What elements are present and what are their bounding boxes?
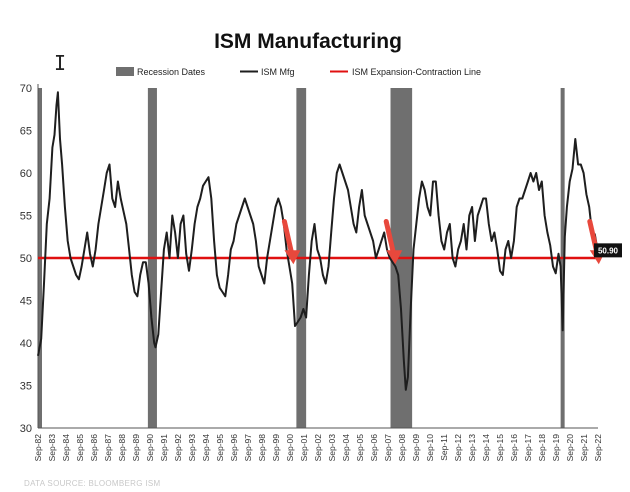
x-tick-label-36: Sep-18 xyxy=(537,434,547,462)
x-tick-label-35: Sep-17 xyxy=(523,434,533,462)
legend-label-recession: Recession Dates xyxy=(137,67,206,77)
chart-legend: Recession Dates ISM Mfg ISM Expansion-Co… xyxy=(116,67,481,77)
y-tick-label-70: 70 xyxy=(20,83,32,95)
x-tick-label-38: Sep-20 xyxy=(565,434,575,462)
x-tick-label-7: Sep-89 xyxy=(131,434,141,462)
chart-axes xyxy=(37,84,598,429)
x-tick-label-0: Sep-82 xyxy=(33,434,43,462)
down-arrow-icon-0 xyxy=(281,218,301,265)
y-tick-label-45: 45 xyxy=(20,296,32,308)
arrow-shaft-1 xyxy=(383,218,396,255)
x-tick-label-5: Sep-87 xyxy=(103,434,113,462)
x-axis-ticks: Sep-82 Sep-83 Sep-84 Sep-85 Sep-86 Sep-87 Sep-… xyxy=(33,434,603,462)
arrow-shaft-0 xyxy=(281,218,294,255)
y-tick-label-60: 60 xyxy=(20,168,32,180)
x-tick-label-3: Sep-85 xyxy=(75,434,85,462)
x-tick-label-20: Sep-02 xyxy=(313,434,323,462)
x-tick-label-26: Sep-08 xyxy=(397,434,407,462)
x-tick-label-2: Sep-84 xyxy=(61,434,71,462)
x-tick-label-1: Sep-83 xyxy=(47,434,57,462)
arrow-head-1 xyxy=(386,250,403,265)
x-tick-label-9: Sep-91 xyxy=(159,434,169,462)
x-tick-label-29: Sep-11 xyxy=(439,434,449,461)
x-tick-label-37: Sep-19 xyxy=(551,434,561,462)
y-tick-label-65: 65 xyxy=(20,126,32,138)
text-cursor-icon: I xyxy=(54,51,66,75)
y-tick-label-40: 40 xyxy=(20,338,32,350)
x-tick-label-17: Sep-99 xyxy=(271,434,281,462)
x-tick-label-30: Sep-12 xyxy=(453,434,463,462)
chart-title: ISM Manufacturing xyxy=(214,30,402,53)
x-tick-label-28: Sep-10 xyxy=(425,434,435,462)
x-tick-label-32: Sep-14 xyxy=(481,434,491,462)
last-value-badge: 50.90 xyxy=(594,243,622,258)
x-tick-label-40: Sep-22 xyxy=(593,434,603,462)
x-tick-label-14: Sep-96 xyxy=(229,434,239,462)
x-tick-label-24: Sep-06 xyxy=(369,434,379,462)
x-tick-label-8: Sep-90 xyxy=(145,434,155,462)
legend-swatch-recession xyxy=(116,67,134,76)
x-tick-label-25: Sep-07 xyxy=(383,434,393,462)
arrow-head-0 xyxy=(284,250,301,265)
x-tick-label-4: Sep-86 xyxy=(89,434,99,462)
down-arrow-icon-1 xyxy=(383,218,403,265)
last-value-label: 50.90 xyxy=(598,246,619,255)
y-tick-label-55: 55 xyxy=(20,211,32,223)
x-tick-label-33: Sep-15 xyxy=(495,434,505,462)
x-tick-label-19: Sep-01 xyxy=(299,434,309,462)
x-tick-label-31: Sep-13 xyxy=(467,434,477,462)
x-tick-label-11: Sep-93 xyxy=(187,434,197,462)
y-axis-ticks: 30 35 40 45 50 55 60 65 70 xyxy=(20,83,32,435)
x-tick-label-39: Sep-21 xyxy=(579,434,589,462)
x-tick-label-34: Sep-16 xyxy=(509,434,519,462)
x-tick-label-16: Sep-98 xyxy=(257,434,267,462)
last-value-background xyxy=(594,243,622,258)
data-source-note: DATA SOURCE: BLOOMBERG ISM xyxy=(24,479,160,488)
x-tick-label-12: Sep-94 xyxy=(201,434,211,462)
x-tick-label-6: Sep-88 xyxy=(117,434,127,462)
y-tick-label-50: 50 xyxy=(20,253,32,265)
y-tick-label-35: 35 xyxy=(20,381,32,393)
x-tick-label-13: Sep-95 xyxy=(215,434,225,462)
legend-label-ism: ISM Mfg xyxy=(261,67,295,77)
x-tick-label-15: Sep-97 xyxy=(243,434,253,462)
legend-label-threshold: ISM Expansion-Contraction Line xyxy=(352,67,481,77)
x-tick-label-22: Sep-04 xyxy=(341,434,351,462)
x-tick-label-23: Sep-05 xyxy=(355,434,365,462)
x-tick-label-10: Sep-92 xyxy=(173,434,183,462)
x-tick-label-27: Sep-09 xyxy=(411,434,421,462)
x-tick-label-21: Sep-03 xyxy=(327,434,337,462)
x-tick-label-18: Sep-00 xyxy=(285,434,295,462)
series-line-ism-mfg xyxy=(37,91,599,391)
y-tick-label-30: 30 xyxy=(20,423,32,435)
